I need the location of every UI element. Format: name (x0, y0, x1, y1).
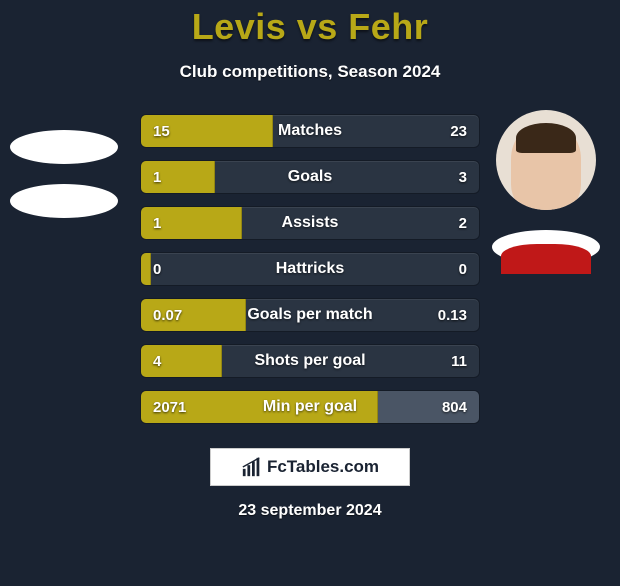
stat-value-right: 2 (459, 207, 467, 239)
chart-icon (241, 456, 263, 478)
stat-row: 15Matches23 (140, 114, 480, 148)
subtitle: Club competitions, Season 2024 (0, 62, 620, 82)
stat-value-right: 23 (450, 115, 467, 147)
stat-label: Hattricks (141, 253, 479, 285)
stat-row: 2071Min per goal804 (140, 390, 480, 424)
page-title: Levis vs Fehr (0, 6, 620, 48)
stat-value-right: 3 (459, 161, 467, 193)
stat-row: 1Assists2 (140, 206, 480, 240)
footer-logo[interactable]: FcTables.com (210, 448, 410, 486)
player-right-avatar (496, 110, 596, 210)
player-left-avatar (10, 130, 118, 164)
stat-label: Goals per match (141, 299, 479, 331)
footer-date: 23 september 2024 (0, 502, 620, 520)
stat-row: 0.07Goals per match0.13 (140, 298, 480, 332)
avatar-hair (516, 123, 576, 153)
avatar-face (511, 125, 581, 210)
stat-value-right: 11 (451, 345, 467, 377)
stat-value-right: 804 (442, 391, 467, 423)
comparison-content: 15Matches23 1Goals3 1Assists2 0Hattricks0 0.… (0, 114, 620, 424)
stat-label: Shots per goal (141, 345, 479, 377)
stat-value-right: 0.13 (438, 299, 467, 331)
stat-value-right: 0 (459, 253, 467, 285)
stat-label: Assists (141, 207, 479, 239)
stat-row: 1Goals3 (140, 160, 480, 194)
player-left (10, 110, 118, 218)
stats-list: 15Matches23 1Goals3 1Assists2 0Hattricks0 0.… (140, 114, 480, 424)
footer-site: FcTables.com (267, 457, 379, 477)
stat-row: 0Hattricks0 (140, 252, 480, 286)
stat-label: Min per goal (141, 391, 479, 423)
stat-label: Goals (141, 161, 479, 193)
player-left-name-pill (10, 184, 118, 218)
player-right (492, 110, 600, 264)
stat-label: Matches (141, 115, 479, 147)
stat-row: 4Shots per goal11 (140, 344, 480, 378)
